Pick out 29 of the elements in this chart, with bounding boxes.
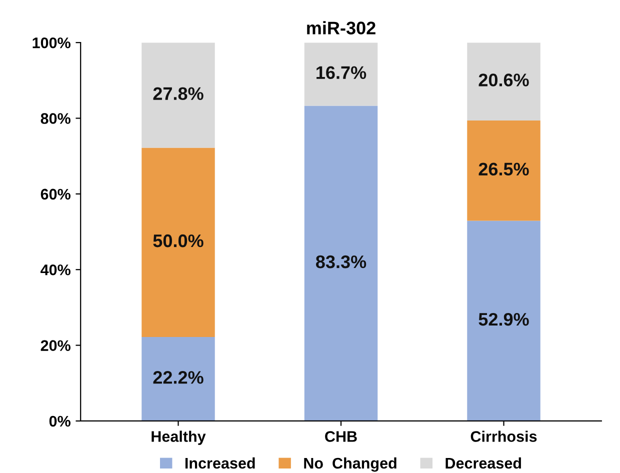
data-label: 20.6% [478, 74, 529, 86]
data-label: 16.7% [316, 66, 366, 80]
legend-label: No Changed [304, 457, 396, 472]
data-label: 22.2% [153, 371, 204, 384]
bar [467, 120, 540, 221]
y-tick-label: 80% [40, 113, 70, 124]
data-label: 26.5% [478, 162, 529, 176]
y-tick-label: 60% [40, 188, 70, 200]
y-tick-label: 100% [32, 37, 70, 48]
data-label: 27.8% [153, 87, 204, 100]
y-tick-label: 20% [40, 340, 70, 351]
bar [467, 220, 540, 421]
x-tick-label: Healthy [152, 430, 206, 445]
legend-label: Increased [185, 457, 255, 469]
bar [142, 42, 215, 148]
bar [467, 42, 540, 121]
x-tick-label: Cirrhosis [470, 430, 537, 442]
data-label: 50.0% [153, 234, 204, 248]
bar [304, 42, 378, 106]
data-label: 83.3% [316, 255, 366, 268]
bar [142, 148, 215, 337]
bar [304, 106, 378, 421]
y-tick-label: 40% [40, 264, 70, 276]
y-tick-label: 0% [49, 416, 70, 427]
bar [142, 336, 215, 421]
data-label: 52.9% [478, 312, 529, 326]
chart-title: miR-302 [307, 21, 376, 34]
x-tick-label: CHB [325, 431, 357, 442]
legend-label: Decreased [446, 457, 521, 469]
